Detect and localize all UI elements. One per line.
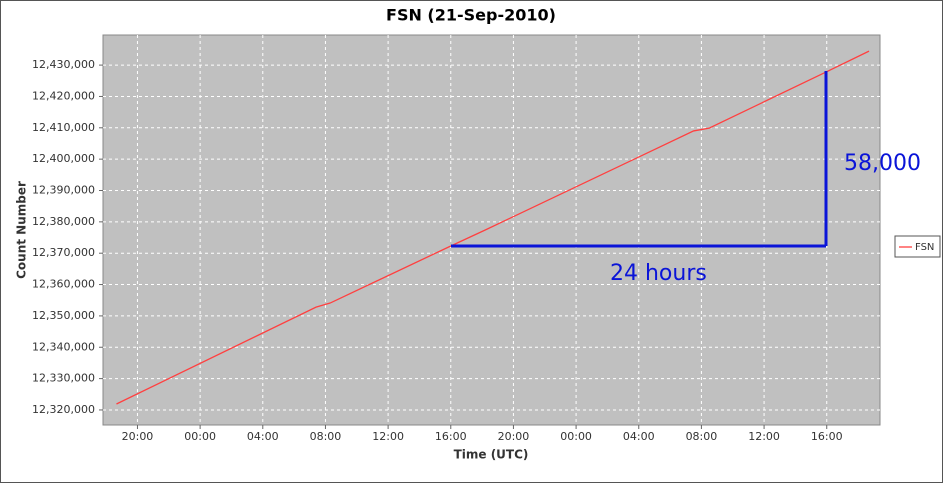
y-tick-label: 12,330,000 [32,372,95,385]
x-tick-label: 16:00 [811,430,843,443]
x-tick-label: 12:00 [372,430,404,443]
x-tick-label: 20:00 [498,430,530,443]
y-tick-label: 12,320,000 [32,403,95,416]
x-tick-label: 20:00 [122,430,154,443]
x-axis-label: Time (UTC) [454,448,529,462]
x-tick-label: 04:00 [623,430,655,443]
x-tick-label: 08:00 [686,430,718,443]
marks [116,50,870,405]
x-tick-label: 04:00 [247,430,279,443]
legend-label: FSN [915,242,934,253]
y-tick-label: 12,370,000 [32,246,95,259]
legend: FSN [894,235,941,258]
y-tick-label: 12,430,000 [32,58,95,71]
y-tick-label: 12,420,000 [32,89,95,102]
annotation: 24 hours [610,261,707,286]
plot-area [102,34,881,426]
y-tick-label: 12,400,000 [32,152,95,165]
y-tick-label: 12,390,000 [32,183,95,196]
y-tick-label: 12,360,000 [32,278,95,291]
y-tick-label: 12,410,000 [32,121,95,134]
series-line [116,50,870,405]
y-tick-label: 12,340,000 [32,340,95,353]
x-tick-label: 12:00 [748,430,780,443]
grid [103,35,880,425]
x-tick-label: 00:00 [560,430,592,443]
y-tick-label: 12,380,000 [32,215,95,228]
y-axis-label: Count Number [15,181,29,279]
x-tick-label: 00:00 [184,430,216,443]
x-tick-label: 08:00 [310,430,342,443]
legend-box [894,235,941,258]
x-tick-label: 16:00 [435,430,467,443]
chart-title: FSN (21-Sep-2010) [386,6,556,25]
annotation: 58,000 [844,151,921,176]
y-tick-label: 12,350,000 [32,309,95,322]
